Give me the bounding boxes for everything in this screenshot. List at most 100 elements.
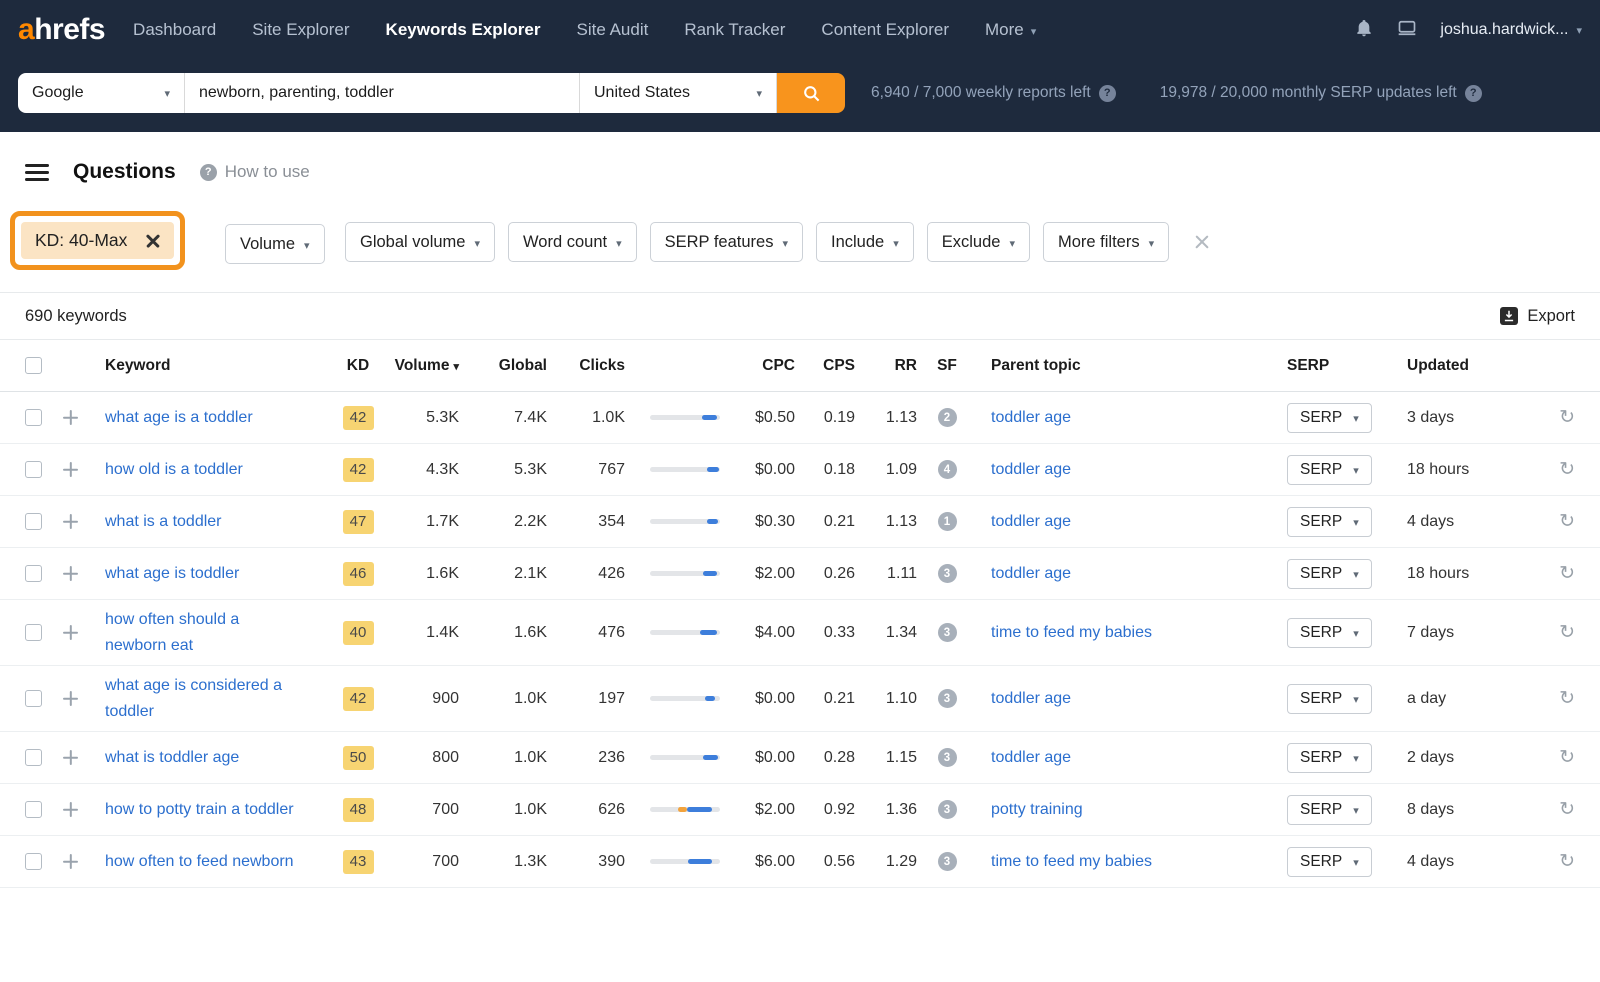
- nav-keywords-explorer[interactable]: Keywords Explorer: [386, 20, 541, 40]
- serp-dropdown-button[interactable]: SERP: [1287, 795, 1372, 825]
- row-checkbox[interactable]: [25, 749, 42, 766]
- filter-exclude[interactable]: Exclude: [927, 222, 1030, 262]
- country-select[interactable]: United States: [580, 73, 777, 113]
- filter-word-count[interactable]: Word count: [508, 222, 637, 262]
- add-keyword-icon[interactable]: [63, 410, 78, 425]
- add-keyword-icon[interactable]: [63, 802, 78, 817]
- parent-topic-link[interactable]: toddler age: [991, 509, 1071, 535]
- clear-filters-icon[interactable]: [1194, 235, 1209, 250]
- filter-volume[interactable]: Volume: [225, 224, 325, 264]
- search-engine-select[interactable]: Google: [18, 73, 185, 113]
- refresh-icon[interactable]: [1559, 562, 1575, 585]
- keyword-link[interactable]: how often to feed newborn: [105, 849, 294, 875]
- parent-topic-link[interactable]: time to feed my babies: [991, 620, 1152, 646]
- refresh-icon[interactable]: [1559, 850, 1575, 873]
- header-keyword[interactable]: Keyword: [105, 357, 335, 375]
- keyword-link[interactable]: how to potty train a toddler: [105, 797, 294, 823]
- row-checkbox[interactable]: [25, 513, 42, 530]
- export-button[interactable]: Export: [1500, 307, 1575, 326]
- refresh-icon[interactable]: [1559, 746, 1575, 769]
- header-sf[interactable]: SF: [917, 357, 977, 375]
- header-rr[interactable]: RR: [855, 357, 917, 375]
- keyword-link[interactable]: what age is a toddler: [105, 405, 253, 431]
- parent-topic-link[interactable]: toddler age: [991, 405, 1071, 431]
- how-to-use-link[interactable]: How to use: [200, 162, 310, 182]
- keyword-link[interactable]: how often should a newborn eat: [105, 607, 300, 658]
- row-checkbox[interactable]: [25, 409, 42, 426]
- refresh-icon[interactable]: [1559, 510, 1575, 533]
- header-cps[interactable]: CPS: [795, 357, 855, 375]
- serp-features-count-badge[interactable]: 3: [938, 800, 957, 819]
- ahrefs-logo[interactable]: ahrefs: [18, 13, 105, 47]
- filter-global-volume[interactable]: Global volume: [345, 222, 495, 262]
- help-icon[interactable]: [1465, 85, 1482, 102]
- keyword-link[interactable]: what age is considered a toddler: [105, 673, 300, 724]
- serp-dropdown-button[interactable]: SERP: [1287, 684, 1372, 714]
- active-filter-chip-kd[interactable]: KD: 40-Max: [21, 222, 174, 259]
- header-parent-topic[interactable]: Parent topic: [977, 357, 1287, 375]
- workspace-monitor-icon[interactable]: [1396, 18, 1418, 43]
- help-icon[interactable]: [1099, 85, 1116, 102]
- keyword-link[interactable]: how old is a toddler: [105, 457, 243, 483]
- serp-dropdown-button[interactable]: SERP: [1287, 403, 1372, 433]
- add-keyword-icon[interactable]: [63, 691, 78, 706]
- search-button[interactable]: [777, 73, 845, 113]
- serp-features-count-badge[interactable]: 2: [938, 408, 957, 427]
- remove-filter-icon[interactable]: [145, 233, 160, 248]
- filter-include[interactable]: Include: [816, 222, 914, 262]
- select-all-checkbox[interactable]: [25, 357, 42, 374]
- serp-dropdown-button[interactable]: SERP: [1287, 507, 1372, 537]
- parent-topic-link[interactable]: toddler age: [991, 686, 1071, 712]
- header-global[interactable]: Global: [459, 357, 547, 375]
- parent-topic-link[interactable]: toddler age: [991, 457, 1071, 483]
- user-account-menu[interactable]: joshua.hardwick...: [1440, 21, 1582, 39]
- serp-features-count-badge[interactable]: 3: [938, 852, 957, 871]
- row-checkbox[interactable]: [25, 690, 42, 707]
- header-updated[interactable]: Updated: [1407, 357, 1531, 375]
- serp-dropdown-button[interactable]: SERP: [1287, 847, 1372, 877]
- nav-dashboard[interactable]: Dashboard: [133, 20, 216, 40]
- serp-features-count-badge[interactable]: 4: [938, 460, 957, 479]
- header-kd[interactable]: KD: [335, 357, 381, 375]
- refresh-icon[interactable]: [1559, 458, 1575, 481]
- nav-rank-tracker[interactable]: Rank Tracker: [684, 20, 785, 40]
- parent-topic-link[interactable]: potty training: [991, 797, 1083, 823]
- row-checkbox[interactable]: [25, 565, 42, 582]
- menu-icon[interactable]: [25, 164, 49, 181]
- add-keyword-icon[interactable]: [63, 750, 78, 765]
- serp-features-count-badge[interactable]: 3: [938, 564, 957, 583]
- filter-more-filters[interactable]: More filters: [1043, 222, 1169, 262]
- header-clicks[interactable]: Clicks: [547, 357, 625, 375]
- serp-dropdown-button[interactable]: SERP: [1287, 455, 1372, 485]
- refresh-icon[interactable]: [1559, 798, 1575, 821]
- serp-features-count-badge[interactable]: 3: [938, 623, 957, 642]
- keywords-input[interactable]: [185, 73, 580, 113]
- serp-dropdown-button[interactable]: SERP: [1287, 559, 1372, 589]
- parent-topic-link[interactable]: toddler age: [991, 745, 1071, 771]
- nav-site-audit[interactable]: Site Audit: [577, 20, 649, 40]
- refresh-icon[interactable]: [1559, 621, 1575, 644]
- header-cpc[interactable]: CPC: [725, 357, 795, 375]
- row-checkbox[interactable]: [25, 801, 42, 818]
- header-volume[interactable]: Volume: [381, 357, 459, 375]
- add-keyword-icon[interactable]: [63, 566, 78, 581]
- nav-site-explorer[interactable]: Site Explorer: [252, 20, 349, 40]
- serp-features-count-badge[interactable]: 3: [938, 689, 957, 708]
- refresh-icon[interactable]: [1559, 406, 1575, 429]
- parent-topic-link[interactable]: time to feed my babies: [991, 849, 1152, 875]
- row-checkbox[interactable]: [25, 461, 42, 478]
- add-keyword-icon[interactable]: [63, 514, 78, 529]
- keyword-link[interactable]: what is a toddler: [105, 509, 222, 535]
- keyword-link[interactable]: what age is toddler: [105, 561, 239, 587]
- serp-features-count-badge[interactable]: 1: [938, 512, 957, 531]
- add-keyword-icon[interactable]: [63, 854, 78, 869]
- nav-more[interactable]: More: [985, 20, 1036, 40]
- refresh-icon[interactable]: [1559, 687, 1575, 710]
- serp-dropdown-button[interactable]: SERP: [1287, 618, 1372, 648]
- keyword-link[interactable]: what is toddler age: [105, 745, 239, 771]
- nav-content-explorer[interactable]: Content Explorer: [821, 20, 949, 40]
- serp-dropdown-button[interactable]: SERP: [1287, 743, 1372, 773]
- parent-topic-link[interactable]: toddler age: [991, 561, 1071, 587]
- row-checkbox[interactable]: [25, 624, 42, 641]
- add-keyword-icon[interactable]: [63, 462, 78, 477]
